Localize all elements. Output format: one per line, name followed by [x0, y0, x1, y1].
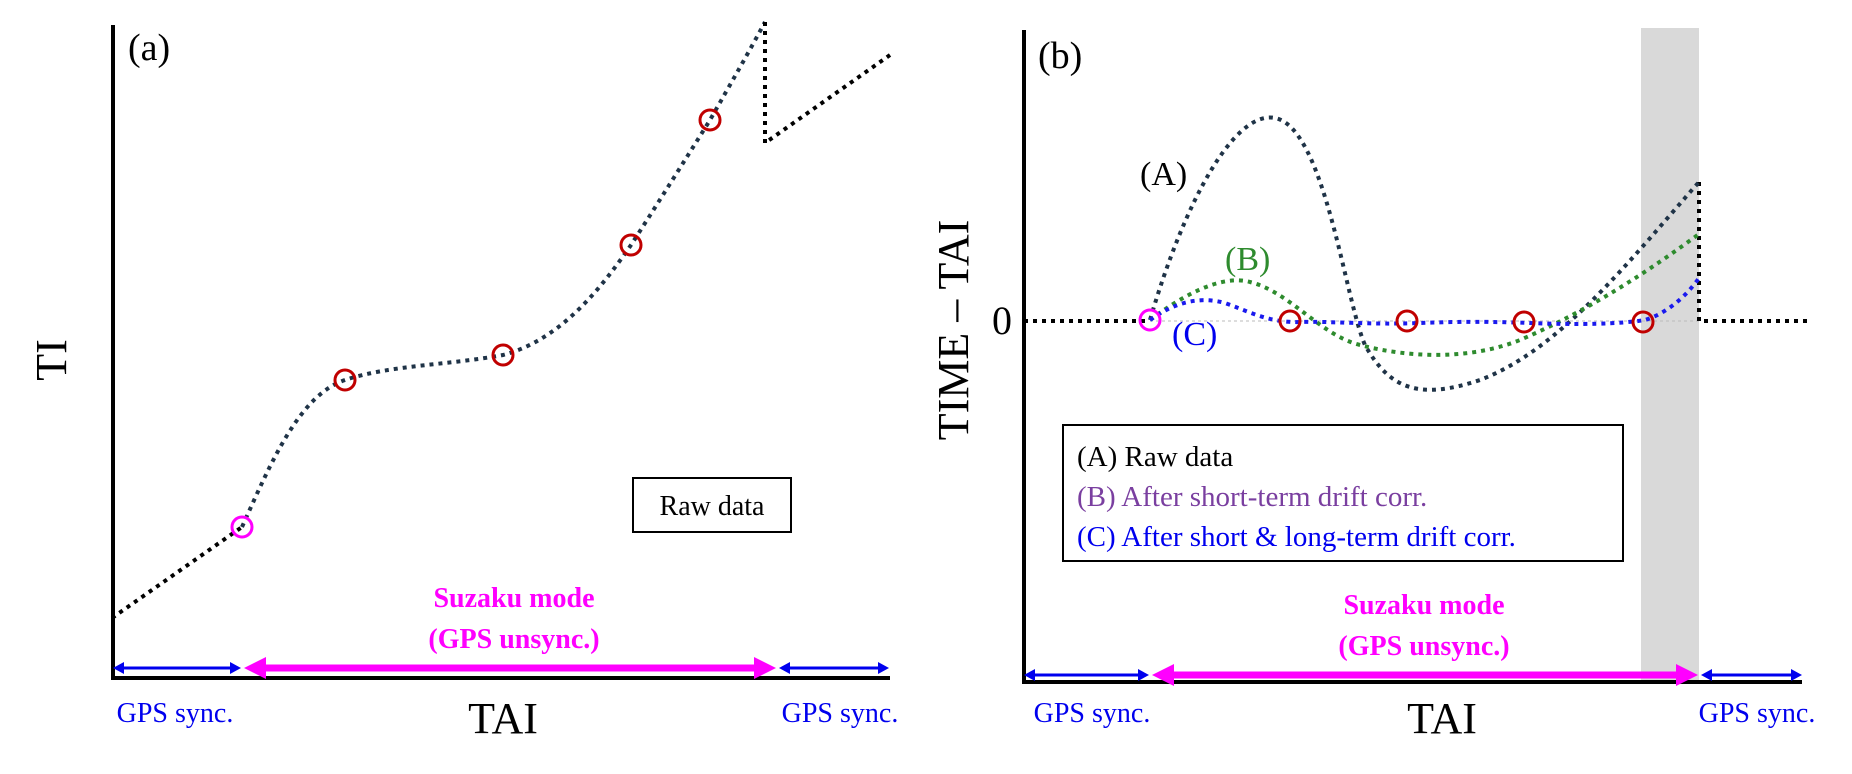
panel-b-legend-a: (A) Raw data — [1077, 441, 1233, 473]
panel-b-mode-title: Suzaku mode — [1343, 590, 1504, 621]
arrowhead — [113, 662, 124, 674]
panel-b-start-marker — [1138, 308, 1162, 332]
panel-a-sync-segment-left — [110, 525, 244, 620]
panel-a-marker — [491, 343, 515, 367]
panel-a-marker — [619, 233, 643, 257]
panel-a-sync-segment-right — [763, 22, 892, 147]
panel-a-gps-sync-left: GPS sync. — [117, 698, 234, 729]
arrowhead — [1701, 669, 1712, 681]
panel-a-start-marker — [230, 515, 254, 539]
panel-a-mode-subtitle: (GPS unsync.) — [428, 624, 599, 655]
arrowhead — [754, 657, 776, 679]
arrowhead — [1676, 664, 1698, 686]
panel-b-legend: (A) Raw data (B) After short-term drift … — [1062, 424, 1624, 562]
panel-b-gps-sync-right: GPS sync. — [1699, 698, 1816, 729]
arrowhead — [1791, 669, 1802, 681]
panel-b-curve-c — [1148, 276, 1701, 326]
arrowhead — [878, 662, 889, 674]
arrowhead — [244, 657, 266, 679]
arrowhead — [1152, 664, 1174, 686]
panel-b-xlabel: TAI — [1407, 694, 1477, 743]
panel-b-shaded-region — [1641, 28, 1699, 683]
panel-b-marker — [1631, 310, 1655, 334]
panel-a-label: (a) — [128, 27, 170, 69]
panel-b-curve-a-label: (A) — [1140, 156, 1187, 193]
panel-a-raw-curve — [240, 21, 767, 528]
panel-b-marker — [1395, 309, 1419, 333]
panel-a-mode-title: Suzaku mode — [433, 583, 594, 614]
panel-a-marker — [698, 108, 722, 132]
panel-b-curve-c-label: (C) — [1172, 316, 1217, 353]
arrowhead — [230, 662, 241, 674]
panel-b-marker — [1512, 310, 1536, 334]
panel-a-marker — [333, 368, 357, 392]
panel-b-curve-b — [1148, 232, 1701, 357]
panel-a-ylabel: TI — [27, 339, 76, 381]
panel-a-gps-sync-right: GPS sync. — [782, 698, 899, 729]
panel-b-zero-line-right — [1697, 182, 1812, 323]
panel-a-xlabel: TAI — [468, 694, 538, 743]
panel-b-legend-box — [1062, 424, 1624, 562]
panel-a: Raw data (a) TI TAI Suzaku mode (GPS uns… — [27, 21, 899, 743]
panel-b: (A) (B) (C) (A) Raw data (B) After short… — [929, 28, 1815, 743]
panel-b-marker — [1278, 309, 1302, 333]
panel-b-mode-subtitle: (GPS unsync.) — [1338, 631, 1509, 662]
panel-b-label: (b) — [1038, 35, 1082, 77]
arrowhead — [1024, 669, 1035, 681]
panel-a-raw-data-box — [632, 477, 792, 533]
panel-b-gps-sync-left: GPS sync. — [1034, 698, 1151, 729]
panel-b-legend-c: (C) After short & long-term drift corr. — [1077, 521, 1516, 553]
panel-b-ylabel: TIME – TAI — [929, 220, 978, 441]
panel-b-zero-label: 0 — [992, 298, 1012, 343]
arrowhead — [779, 662, 790, 674]
panel-b-curve-b-label: (B) — [1225, 241, 1270, 278]
panel-b-legend-b: (B) After short-term drift corr. — [1077, 481, 1427, 513]
panel-a-raw-data-label: Raw data — [660, 491, 766, 522]
arrowhead — [1138, 669, 1149, 681]
